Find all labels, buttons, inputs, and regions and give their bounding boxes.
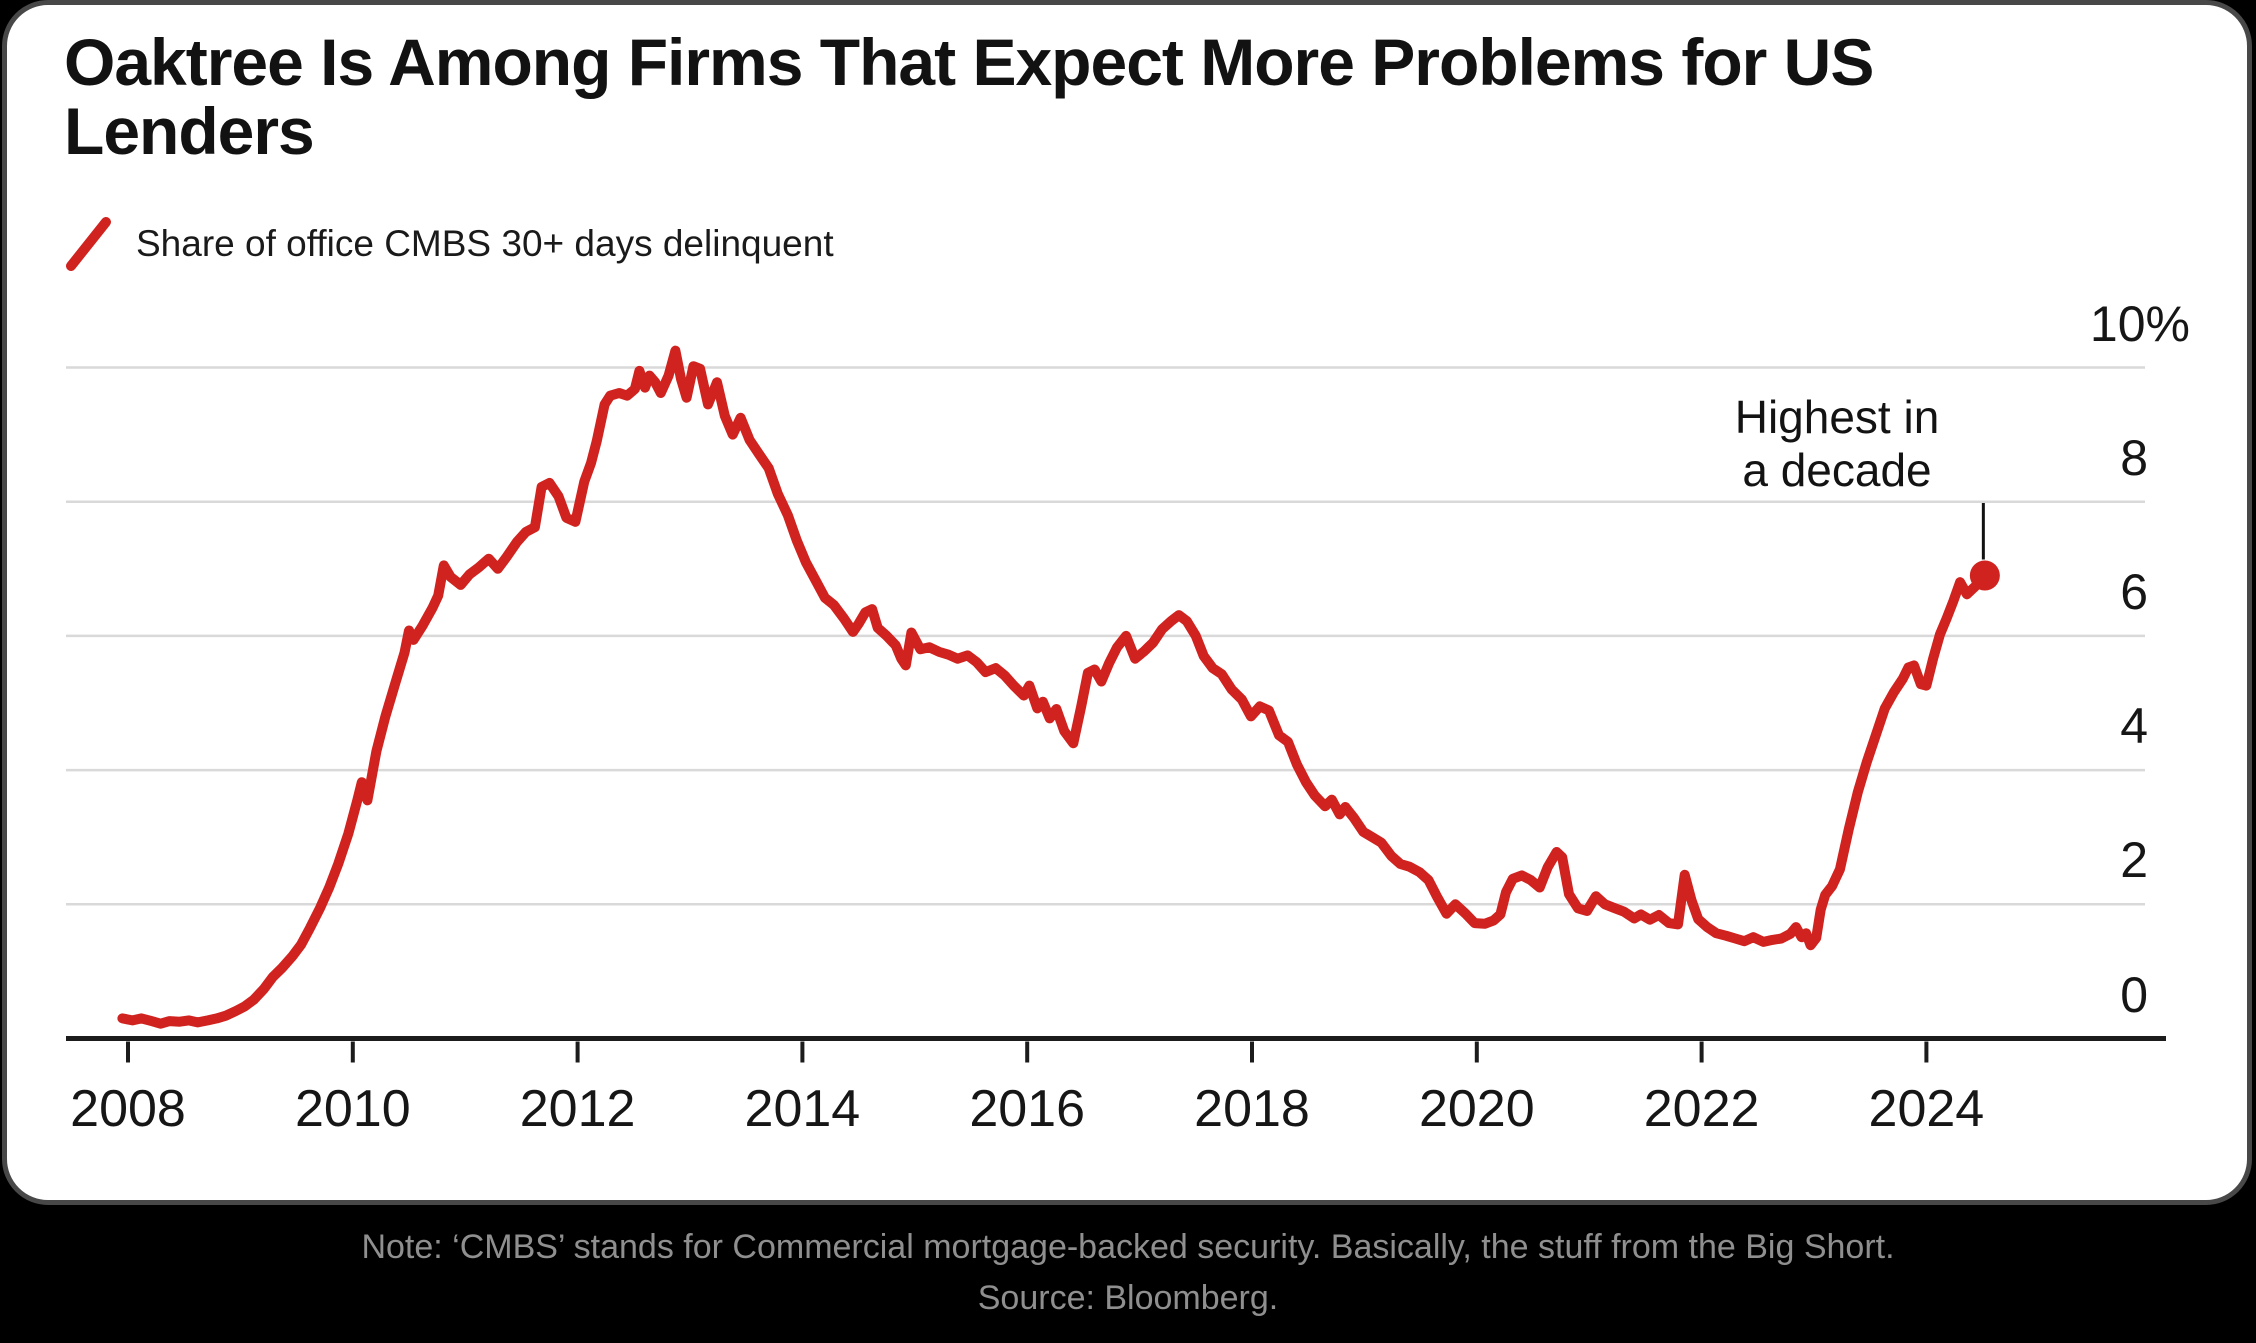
x-axis-label-2020: 2020	[1418, 1080, 1535, 1138]
y-axis-label-8: 8	[2120, 429, 2148, 486]
x-axis-label-2014: 2014	[744, 1080, 861, 1138]
y-axis-label-6: 6	[2120, 563, 2148, 620]
delinquency-line-series	[117, 345, 1990, 1029]
chart-title: Oaktree Is Among Firms That Expect More …	[64, 25, 2184, 169]
y-axis-label-2: 2	[2120, 832, 2148, 889]
x-axis-label-2022: 2022	[1643, 1080, 1760, 1138]
footer-source: Source: Bloomberg.	[977, 1279, 1279, 1317]
y-axis-label-0: 0	[2120, 966, 2148, 1023]
legend: Share of office CMBS 30+ days delinquent	[64, 216, 834, 272]
chart-card	[2, 0, 2252, 1205]
legend-label: Share of office CMBS 30+ days delinquent	[136, 223, 834, 264]
y-axis-label-10pct: 10%	[2089, 295, 2190, 352]
chart-title-line-1: Oaktree Is Among Firms That Expect More …	[64, 25, 1874, 99]
footer-note: Note: ‘CMBS’ stands for Commercial mortg…	[361, 1228, 1895, 1266]
x-axis-label-2018: 2018	[1194, 1080, 1310, 1138]
annotation-text-line-2: a decade	[1742, 444, 1932, 496]
legend-red-slash-icon	[66, 217, 111, 271]
x-axis-label-2012: 2012	[519, 1080, 636, 1138]
chart-title-line-2: Lenders	[64, 94, 315, 169]
x-axis-label-2008: 2008	[70, 1080, 186, 1138]
latest-point-marker	[1969, 560, 2000, 591]
annotation-text-line-1: Highest in	[1734, 391, 1940, 443]
x-axis-label-2024: 2024	[1868, 1080, 1985, 1138]
x-axis-label-2016: 2016	[969, 1080, 1086, 1138]
x-axis-label-2010: 2010	[294, 1080, 411, 1138]
y-axis-label-4: 4	[2120, 698, 2148, 755]
